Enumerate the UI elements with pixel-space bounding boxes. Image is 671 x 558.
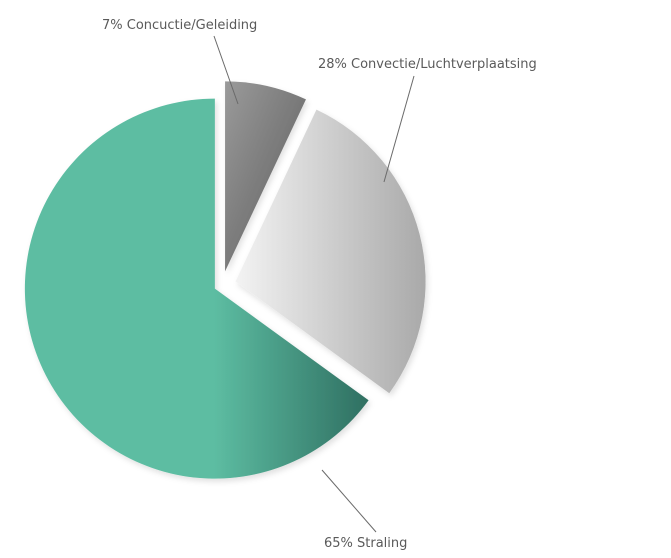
slice-label-conduction: 7% Concuctie/Geleiding xyxy=(102,18,257,33)
leader-line-convection xyxy=(383,75,415,183)
slice-label-radiation: 65% Straling xyxy=(324,536,407,551)
slice-convection xyxy=(235,109,426,394)
leader-line-radiation xyxy=(321,469,377,533)
slice-radiation xyxy=(24,98,369,479)
slice-label-convection: 28% Convectie/Luchtverplaatsing xyxy=(318,57,537,72)
leader-lines xyxy=(213,35,415,533)
leader-line-conduction xyxy=(213,35,239,105)
slice-labels: 7% Concuctie/Geleiding 28% Convectie/Luc… xyxy=(102,18,537,551)
pie-slices xyxy=(24,81,426,479)
slice-conduction xyxy=(225,81,306,272)
